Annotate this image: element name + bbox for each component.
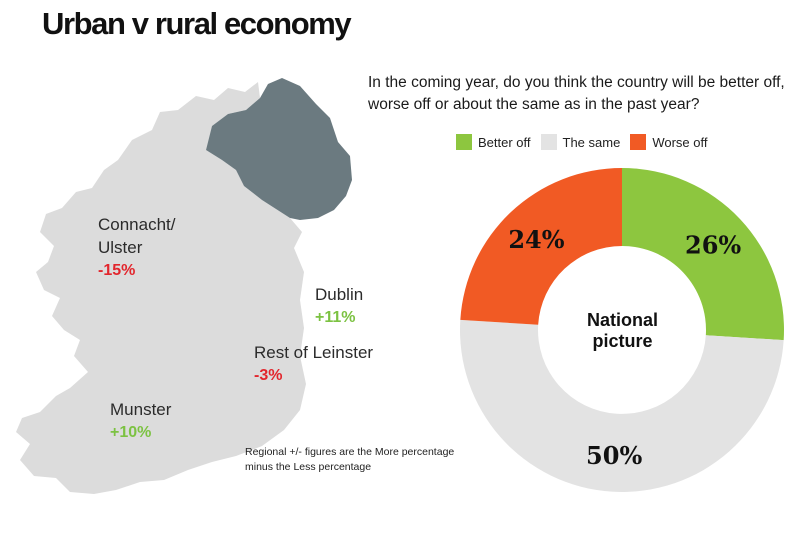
slice-label: 26% bbox=[685, 230, 741, 259]
region-value: -15% bbox=[98, 262, 136, 279]
slice-the-same bbox=[459, 319, 784, 492]
region-value: -3% bbox=[254, 367, 283, 384]
footnote: Regional +/- figures are the More percen… bbox=[245, 446, 455, 473]
legend-item-the-same: The same bbox=[540, 134, 621, 150]
region-value: +10% bbox=[110, 424, 152, 441]
legend-swatch bbox=[456, 134, 472, 150]
region-dublin: Dublin +11% bbox=[315, 283, 363, 329]
region-name: Munster bbox=[110, 400, 172, 419]
legend-swatch bbox=[540, 134, 557, 150]
legend-label: Worse off bbox=[652, 134, 708, 150]
slice-better-off bbox=[622, 168, 784, 341]
republic-of-ireland-shape bbox=[16, 82, 306, 494]
region-name: Connacht/ Ulster bbox=[98, 215, 176, 257]
legend-label: The same bbox=[562, 134, 621, 150]
donut-center-label: National picture bbox=[586, 310, 658, 351]
region-munster: Munster +10% bbox=[110, 398, 171, 444]
northern-ireland-shape bbox=[206, 78, 352, 220]
region-name: Dublin bbox=[315, 285, 364, 304]
survey-question: In the coming year, do you think the cou… bbox=[368, 74, 785, 113]
region-name: Rest of Leinster bbox=[254, 343, 374, 362]
region-rest-of-leinster: Rest of Leinster -3% bbox=[254, 341, 373, 387]
slice-label: 24% bbox=[508, 225, 564, 254]
legend-swatch bbox=[630, 134, 647, 150]
slice-label: 50% bbox=[586, 441, 642, 470]
legend: Better off The same Worse off bbox=[456, 134, 707, 150]
legend-item-better-off: Better off bbox=[456, 134, 531, 150]
region-value: +11% bbox=[315, 309, 356, 326]
slice-worse-off bbox=[460, 168, 622, 325]
legend-label: Better off bbox=[478, 134, 531, 150]
region-connacht-ulster: Connacht/ Ulster -15% bbox=[98, 213, 176, 282]
legend-item-worse-off: Worse off bbox=[630, 134, 707, 150]
chart-title: Urban v rural economy bbox=[42, 6, 352, 41]
